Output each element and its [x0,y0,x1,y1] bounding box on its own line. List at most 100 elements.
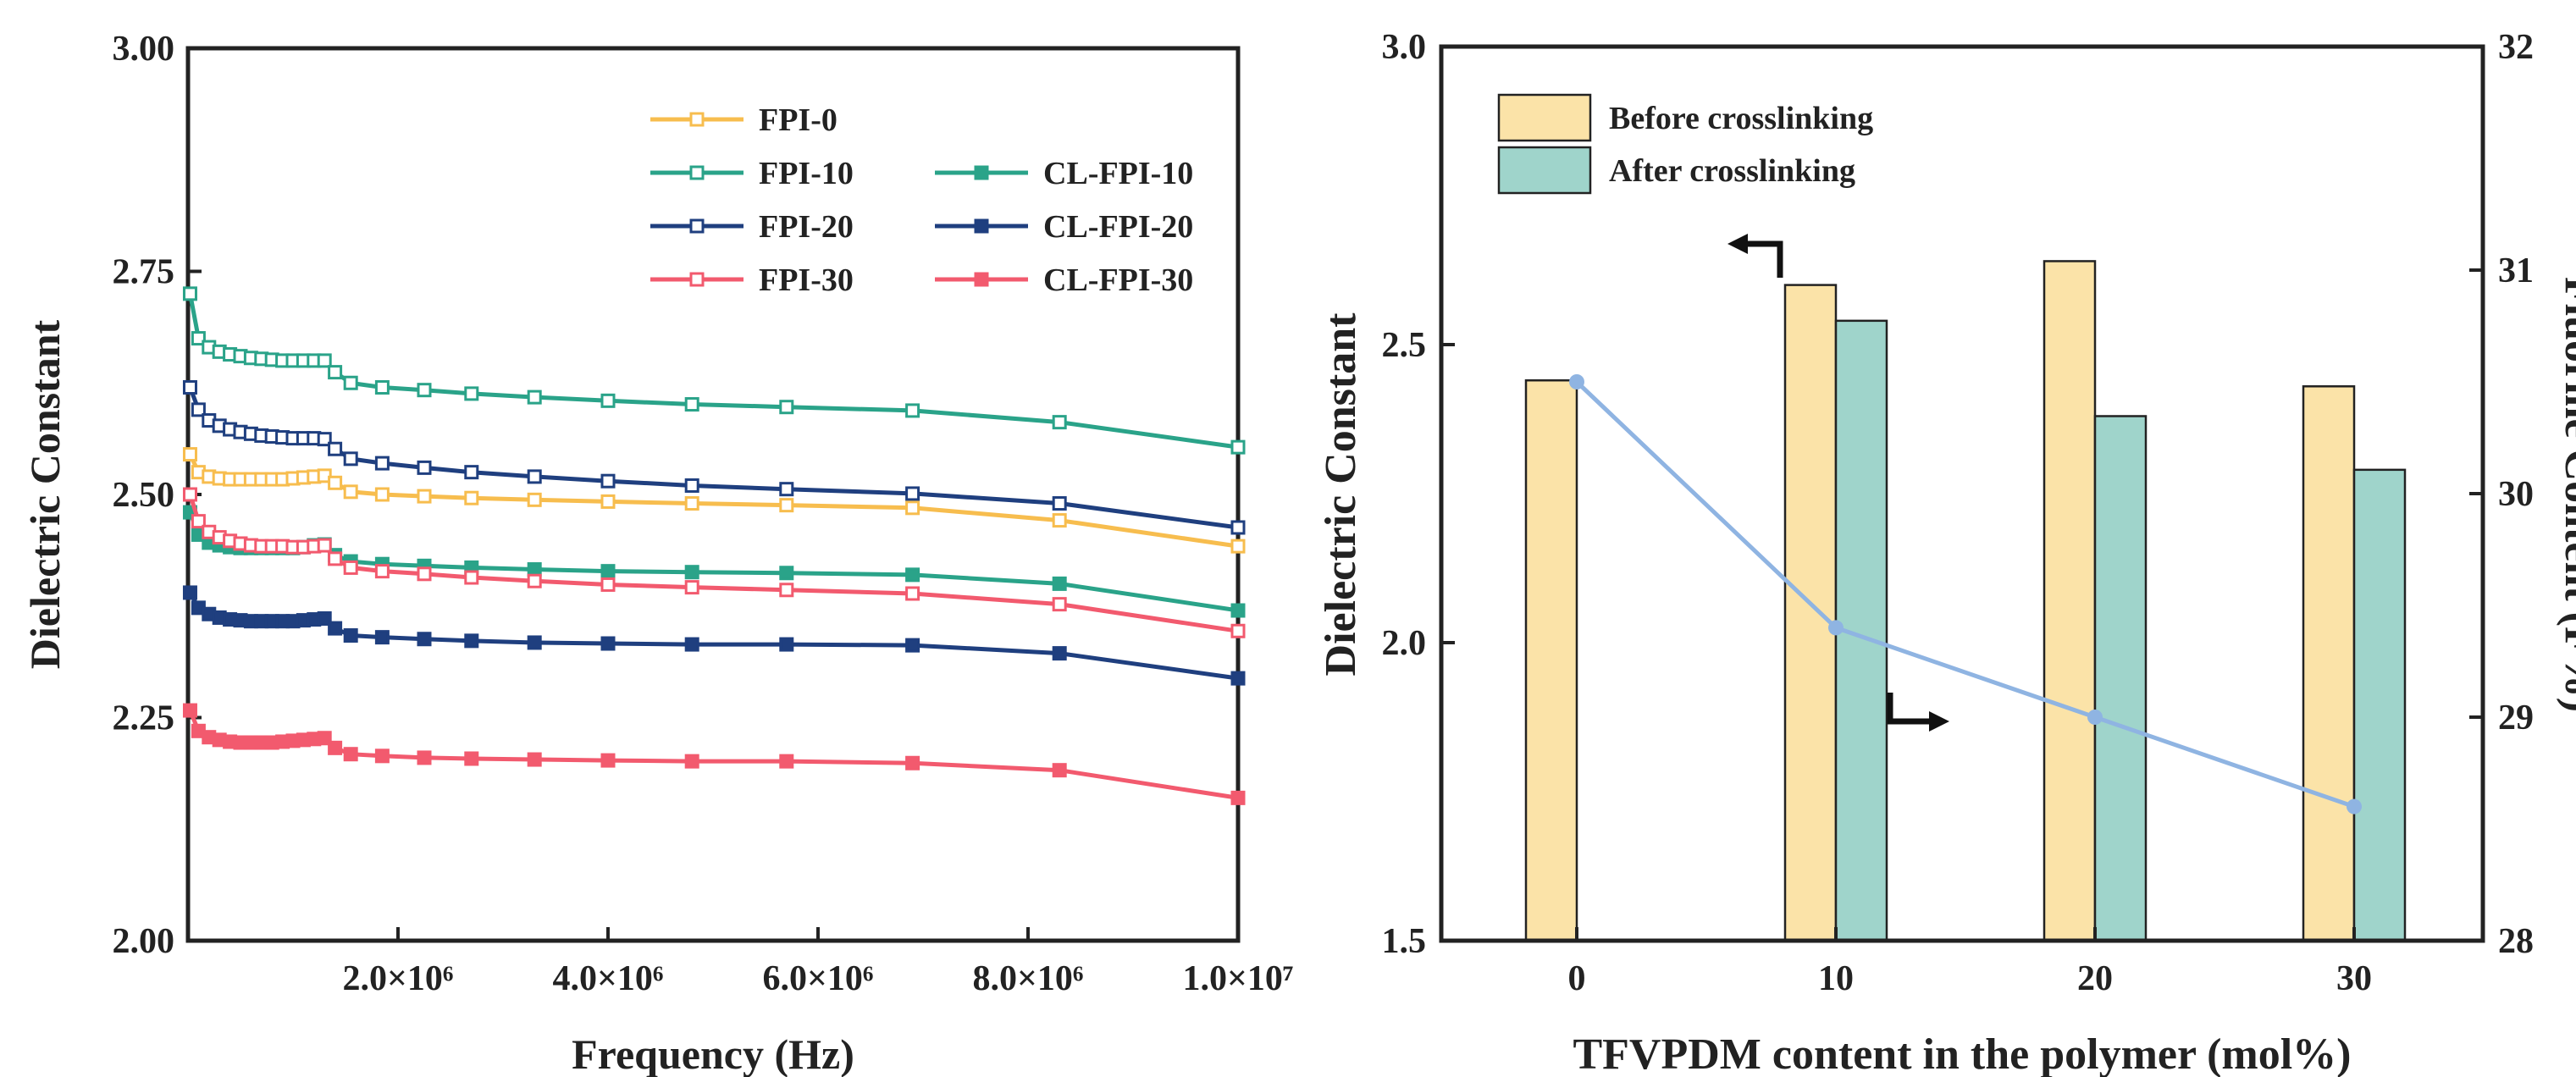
legend-item-before-crosslinking: Before crosslinking [1497,93,1873,142]
right-x-axis: 0 10 20 30 [1568,927,2372,998]
right-line-group [1569,374,2362,815]
data-point [527,573,542,588]
right-y-tick-label: 1.5 [1382,922,1427,961]
right-y2-axis-title: Fluorine Content (F%) [2556,277,2576,712]
data-point [317,731,332,746]
bar [2043,260,2097,942]
data-point [343,560,358,575]
data-point [417,750,432,765]
data-point [182,487,197,502]
right-x-axis-title: TFVPDM content in the polymer (mol%) [1573,1030,2351,1077]
data-point [779,400,794,415]
series-fpi-10 [182,286,1246,455]
left-x-tick-label: 4.0×10⁶ [552,959,663,998]
right-y-axis-title: Dielectric Constant [1317,312,1365,677]
data-point [328,475,343,490]
data-point [684,397,699,412]
right-y-tick-label: 3.0 [1382,28,1427,67]
legend-swatch-marker [974,218,989,234]
data-point [343,451,358,467]
data-point [1230,538,1246,554]
data-point [1052,496,1067,511]
data-point [374,564,390,579]
legend-item-fpi-20: FPI-20 [650,209,854,245]
bar-series-before-crosslinking [1524,260,2356,942]
data-point [417,632,432,647]
data-point [464,751,479,766]
legend-item-after-crosslinking: After crosslinking [1497,146,1855,195]
data-point [527,492,542,507]
left-y-tick-label: 2.75 [113,253,175,292]
fluorine-content-point [2087,710,2103,725]
legend-label: FPI-10 [759,156,854,191]
data-point [1052,597,1067,612]
data-point [328,551,343,566]
legend-label: Before crosslinking [1609,101,1873,136]
right-left-y-axis: 1.5 2.0 2.5 3.0 [1382,28,1455,961]
data-point [1230,790,1246,805]
right-y2-tick-label: 30 [2498,475,2534,514]
data-point [417,566,432,582]
data-point [600,753,616,768]
data-point [191,514,206,529]
data-point [779,566,794,581]
left-x-axis-title: Frequency (Hz) [572,1030,854,1077]
left-y-tick-label: 2.50 [113,476,175,515]
data-point [1230,603,1246,618]
right-legend: Before crosslinking After crosslinking [1497,93,1873,195]
left-y-axis: 2.00 2.25 2.50 2.75 3.00 [113,30,202,961]
legend-swatch-marker [689,218,705,234]
bar [1783,284,1838,942]
data-point [1052,763,1067,778]
bar [2093,415,2148,942]
data-point [343,747,358,762]
data-point [464,633,479,649]
data-point [600,577,616,592]
data-point [905,403,920,418]
data-point [905,500,920,516]
arrow-left-axis-head [1727,234,1748,254]
data-point [464,570,479,585]
left-y-tick-label: 2.00 [113,922,175,961]
data-point [374,456,390,471]
legend-swatch-marker [974,165,989,180]
data-point [374,380,390,395]
data-point [464,465,479,480]
data-point [328,365,343,380]
legend-item-fpi-30: FPI-30 [650,262,854,298]
right-y2-tick-label: 28 [2498,922,2534,961]
left-y-axis-title: Dielectric Constant [21,319,69,669]
data-point [684,637,699,652]
series-fpi-30 [182,487,1246,638]
right-x-tick-label: 30 [2336,959,2372,998]
left-series-group [182,286,1246,805]
data-point [317,611,332,627]
legend-swatch-marker [974,272,989,287]
data-point [600,564,616,579]
data-point [600,494,616,509]
legend-swatch [1497,93,1592,142]
data-point [1230,520,1246,535]
legend-label: FPI-0 [759,102,837,138]
arrow-left-axis-annotation [1746,240,1783,278]
data-point [1052,576,1067,591]
data-point [343,484,358,500]
right-bars-group [1524,260,2407,942]
data-point [684,565,699,580]
data-point [779,583,794,598]
series-cl-fpi-30 [182,703,1246,805]
bar [2302,385,2356,942]
legend-label: FPI-30 [759,262,854,298]
data-point [905,486,920,501]
data-point [684,754,699,769]
left-y-tick-label: 3.00 [113,30,175,69]
series-cl-fpi-20 [182,585,1246,686]
data-point [343,628,358,643]
legend-label: FPI-20 [759,209,854,245]
right-y-tick-label: 2.5 [1382,326,1427,365]
data-point [182,703,197,718]
data-point [1230,671,1246,686]
fluorine-content-point [2347,798,2362,815]
data-point [374,748,390,764]
